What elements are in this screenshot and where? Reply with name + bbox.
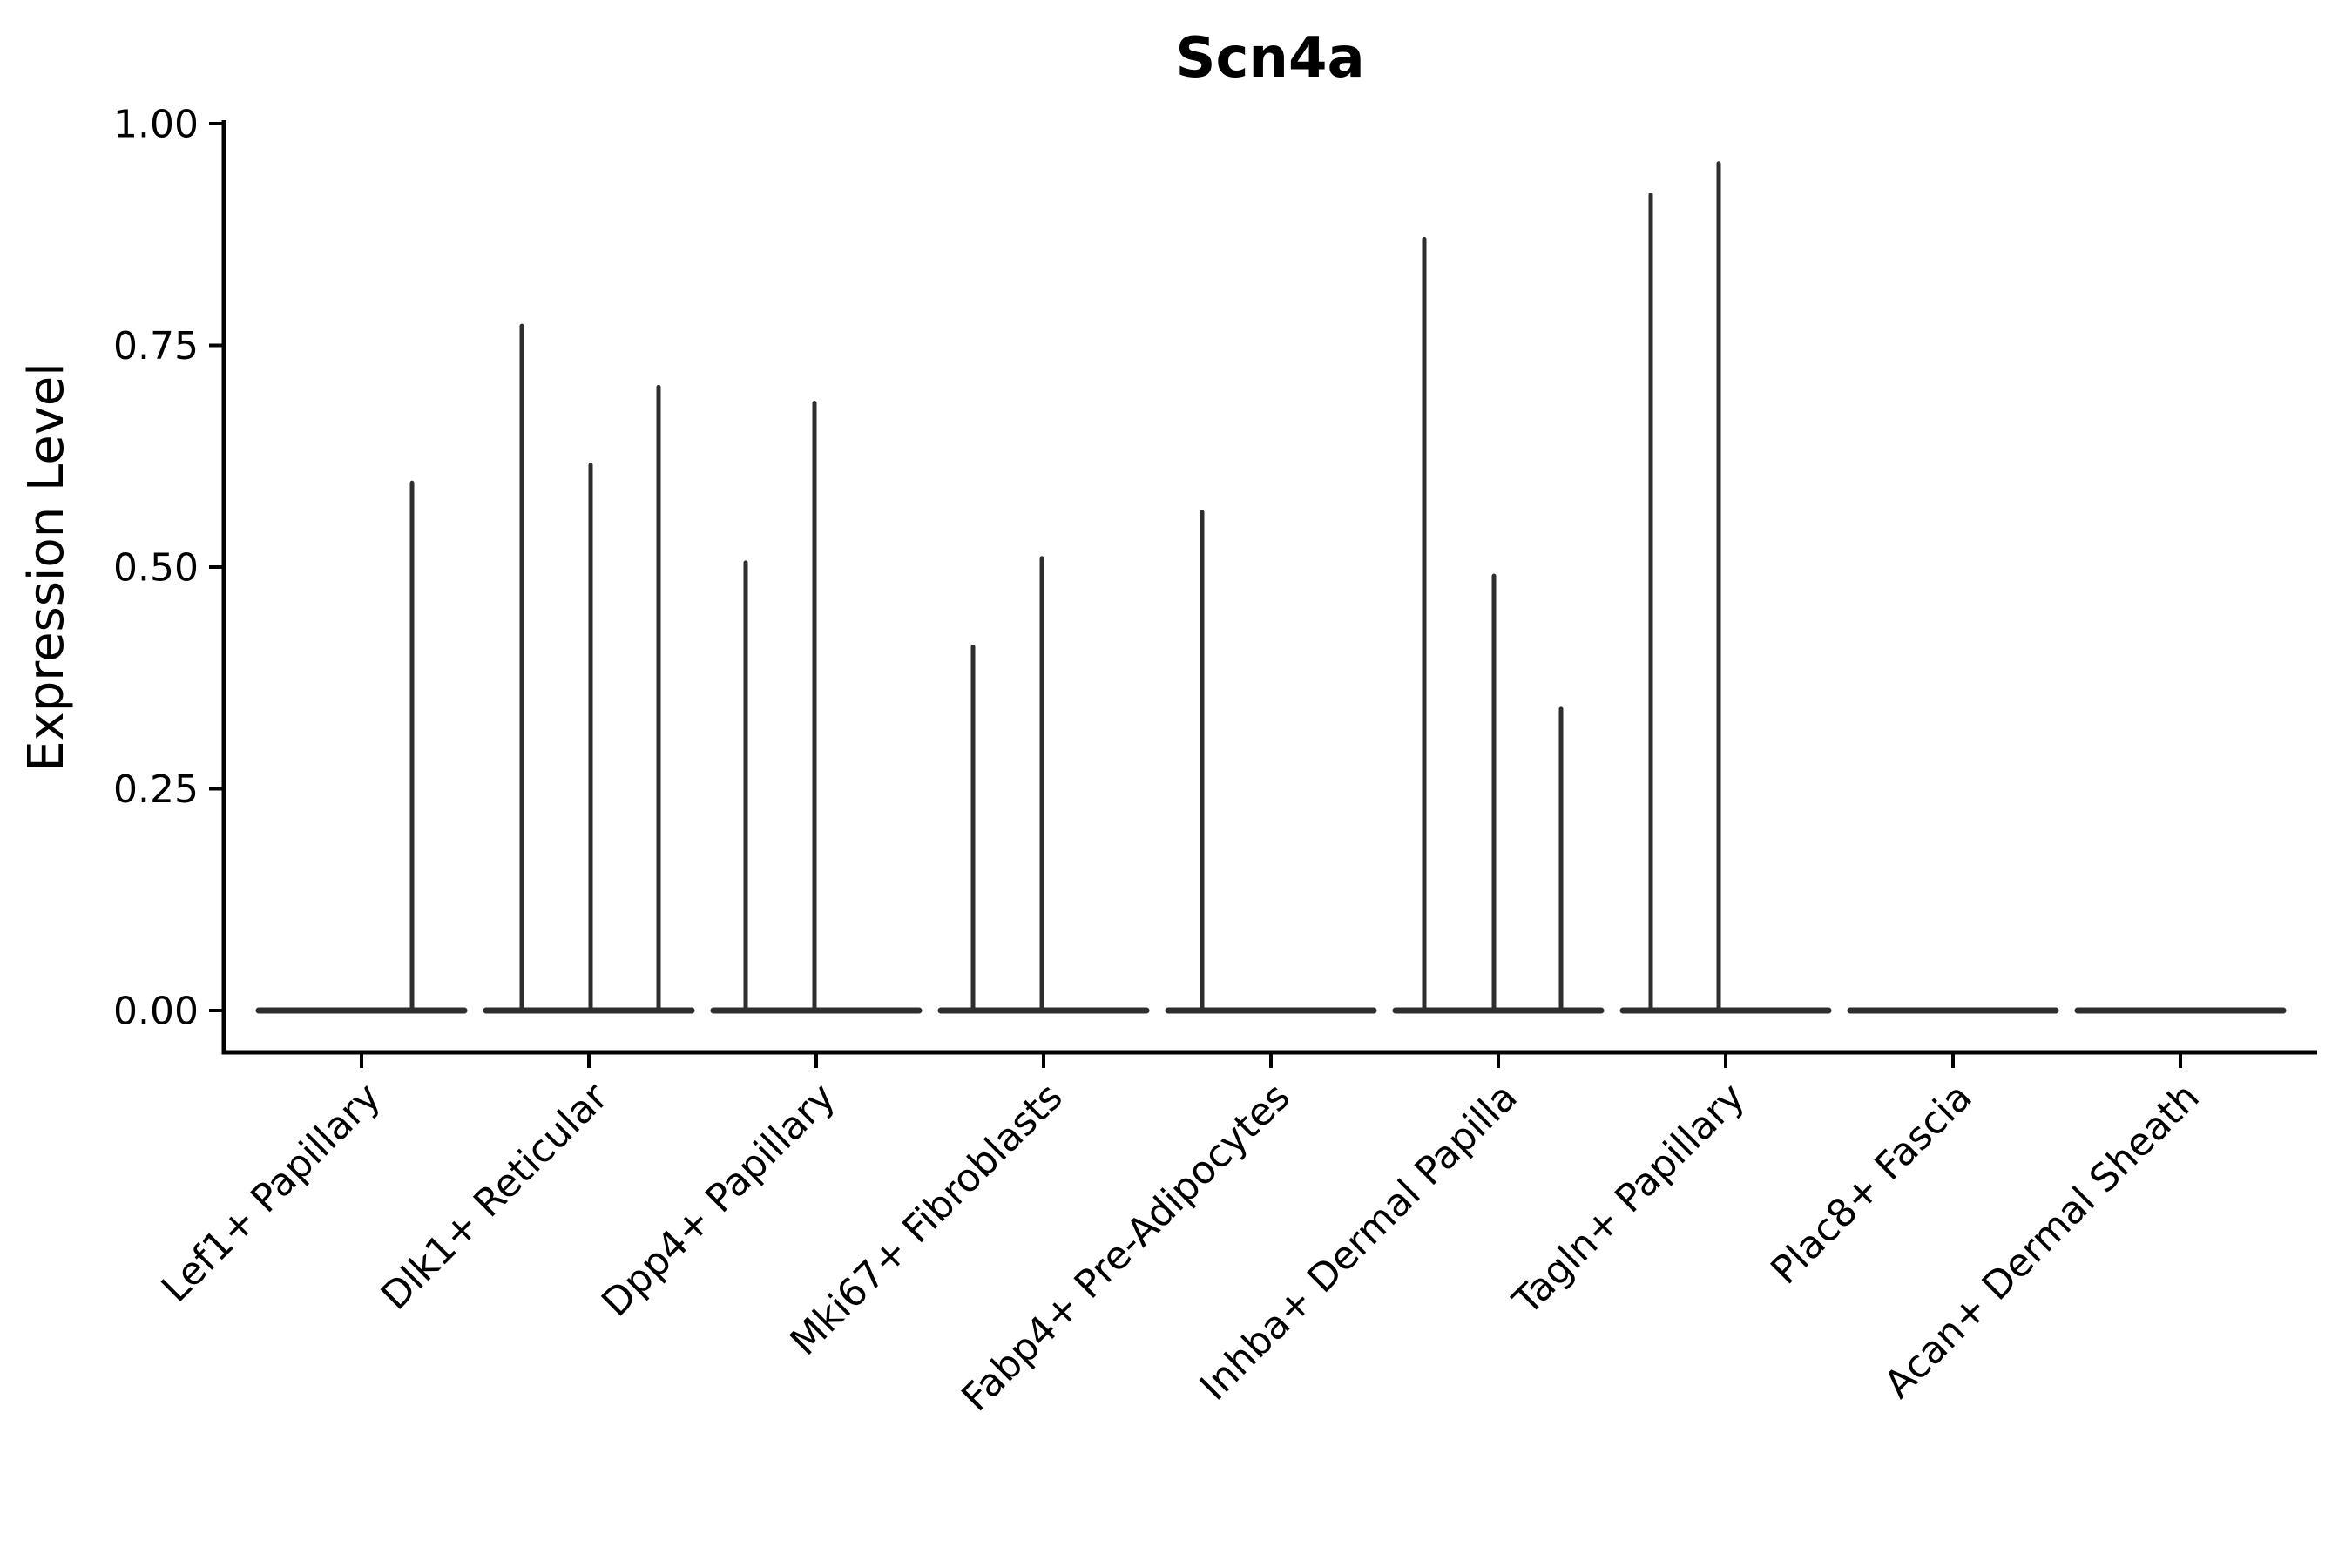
x-tick-label: Tagln+ Papillary <box>1504 1075 1754 1324</box>
y-tick-label: 0.25 <box>113 767 199 812</box>
violin-5 <box>1165 510 1377 1014</box>
x-tick-label: Plac8+ Fascia <box>1762 1075 1981 1294</box>
axes: 0.00 0.25 0.50 0.75 1.00 Lef1+ PapillaryDlk1+… <box>113 102 2317 1420</box>
y-tick-label: 0.50 <box>113 545 199 590</box>
y-axis-label: Expression Level <box>18 362 75 772</box>
y-tick-label: 0.00 <box>113 989 199 1033</box>
violin-4 <box>937 556 1150 1014</box>
x-tick-label: Lef1+ Papillary <box>153 1075 389 1311</box>
violin-2 <box>483 323 695 1014</box>
violin-3 <box>710 401 923 1014</box>
violin-7 <box>1619 161 1832 1014</box>
violin-6 <box>1392 236 1605 1014</box>
y-tick-label: 1.00 <box>113 102 199 146</box>
y-tick-label: 0.75 <box>113 324 199 368</box>
x-tick-label: Dpp4+ Papillary <box>593 1075 844 1326</box>
x-tick-label: Dlk1+ Reticular <box>373 1074 618 1319</box>
violin-1 <box>255 480 468 1014</box>
chart-title: Scn4a <box>1175 26 1364 91</box>
violins <box>255 161 2287 1014</box>
